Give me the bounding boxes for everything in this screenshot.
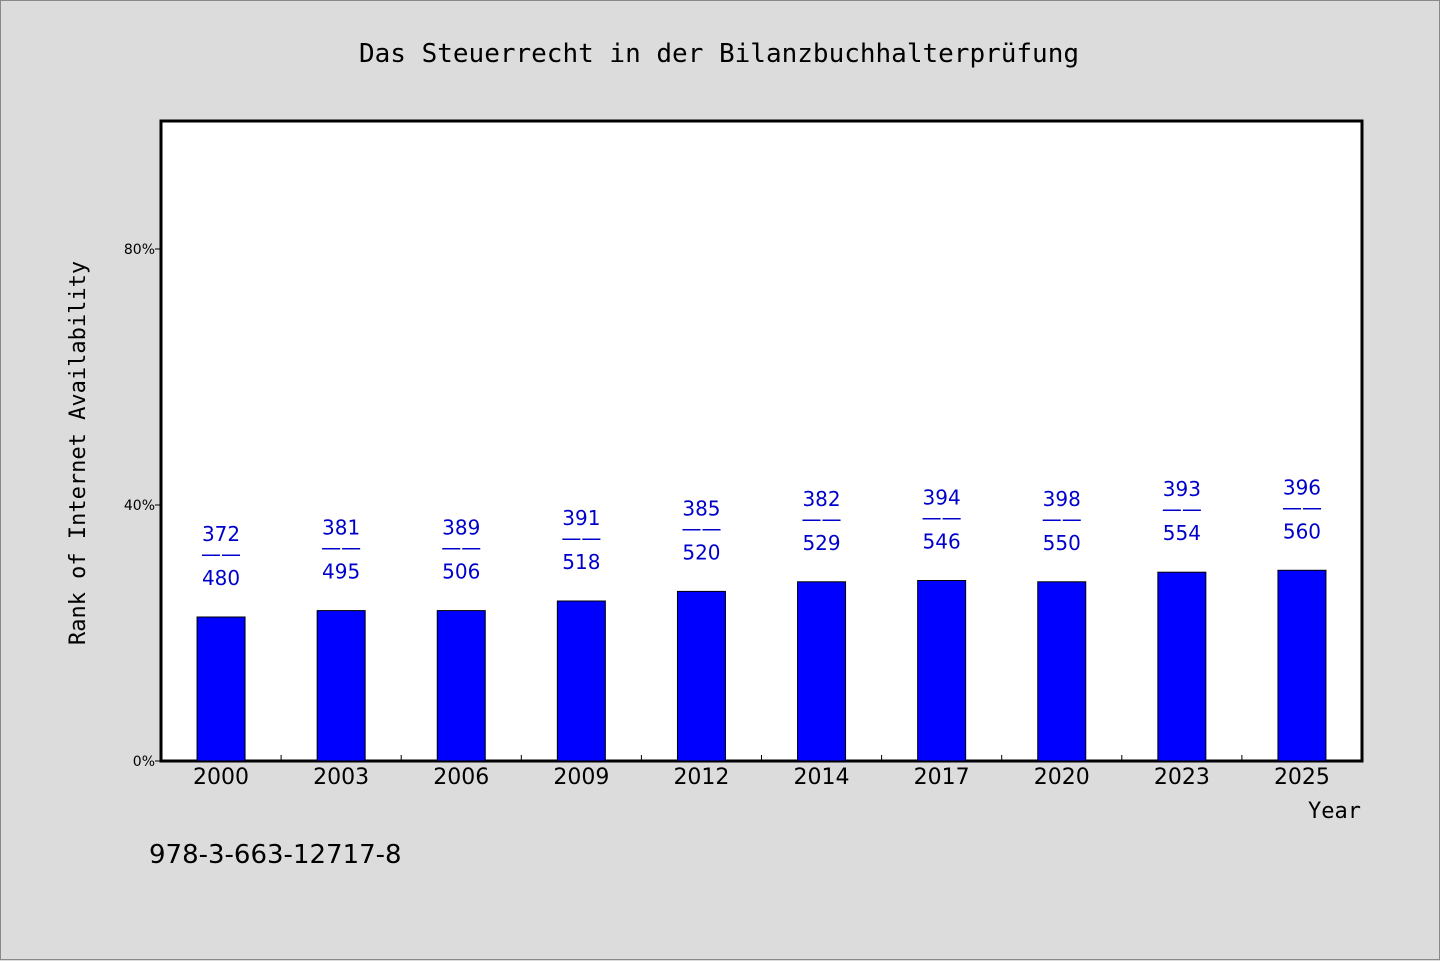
bar-2000	[196, 616, 246, 762]
data-label-bottom: 529	[802, 531, 840, 555]
data-label-separator: ——	[1042, 507, 1082, 531]
data-label-separator: ——	[321, 536, 361, 560]
y-tick-label: 80%	[124, 242, 155, 258]
x-tick-label: 2025	[1274, 765, 1330, 790]
y-axis-label: Rank of Internet Availability	[66, 261, 91, 645]
data-label-top: 398	[1043, 487, 1081, 511]
data-label-bottom: 554	[1163, 521, 1201, 545]
data-label-separator: ——	[1162, 497, 1202, 521]
bar-2017	[917, 580, 967, 762]
axis-ticks: 0% 40% 80%	[124, 242, 1243, 770]
data-label-separator: ——	[681, 516, 721, 540]
data-label-separator: ——	[802, 507, 842, 531]
data-label-separator: ——	[561, 526, 601, 550]
bar-2023	[1157, 571, 1207, 762]
data-label-top: 394	[923, 486, 961, 510]
x-axis-label: Year	[1308, 799, 1361, 824]
bars	[196, 569, 1327, 762]
data-label-top: 382	[802, 487, 840, 511]
x-tick-label: 2000	[193, 765, 249, 790]
data-label-top: 393	[1163, 477, 1201, 501]
data-label-bottom: 495	[322, 560, 360, 584]
isbn-footer: 978-3-663-12717-8	[149, 840, 402, 870]
data-label-bottom: 518	[562, 550, 600, 574]
x-tick-label: 2014	[794, 765, 850, 790]
data-label-bottom: 480	[202, 566, 240, 590]
bar-2006	[436, 610, 486, 762]
data-label-top: 381	[322, 516, 360, 540]
x-tick-label: 2003	[313, 765, 369, 790]
data-label-bottom: 560	[1283, 519, 1321, 543]
y-tick-label: 40%	[124, 498, 155, 514]
data-label-bottom: 546	[923, 530, 961, 554]
x-tick-label: 2020	[1034, 765, 1090, 790]
x-tick-label: 2023	[1154, 765, 1210, 790]
data-label-separator: ——	[441, 536, 481, 560]
data-label-top: 372	[202, 522, 240, 546]
data-label-top: 396	[1283, 475, 1321, 499]
bar-2009	[556, 600, 606, 762]
data-labels: 2000372——4802003381——4952006389——5062009…	[193, 475, 1330, 790]
bar-2003	[316, 610, 366, 762]
x-tick-label: 2017	[914, 765, 970, 790]
x-tick-label: 2006	[433, 765, 489, 790]
bar-2025	[1277, 569, 1327, 762]
data-label-bottom: 520	[682, 540, 720, 564]
x-tick-label: 2009	[553, 765, 609, 790]
bar-2012	[676, 590, 726, 762]
data-label-separator: ——	[1282, 495, 1322, 519]
chart-title: Das Steuerrecht in der Bilanzbuchhalterp…	[359, 39, 1079, 69]
data-label-separator: ——	[922, 506, 962, 530]
data-label-bottom: 506	[442, 560, 480, 584]
bar-2014	[797, 581, 847, 762]
data-label-top: 385	[682, 496, 720, 520]
data-label-top: 391	[562, 506, 600, 530]
x-tick-label: 2012	[673, 765, 729, 790]
data-label-top: 389	[442, 516, 480, 540]
y-tick-label: 0%	[133, 754, 155, 770]
data-label-separator: ——	[201, 542, 241, 566]
bar-2020	[1037, 581, 1087, 762]
data-label-bottom: 550	[1043, 531, 1081, 555]
